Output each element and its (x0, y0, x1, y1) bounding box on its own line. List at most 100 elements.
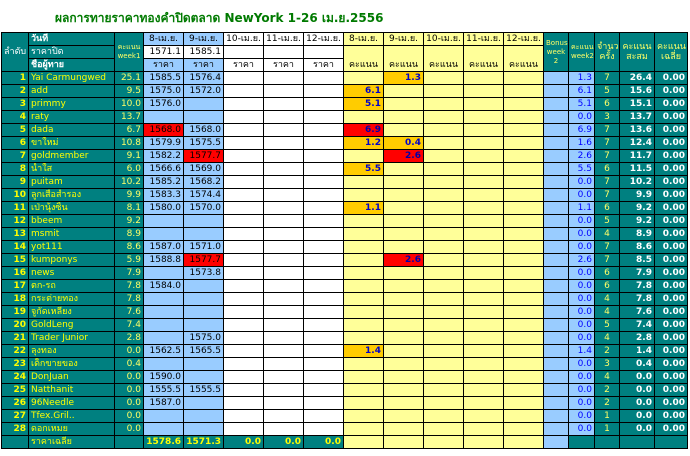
count-cell: 3 (594, 357, 620, 371)
score-day-1 (343, 383, 384, 397)
total-score: 2.8 (619, 331, 655, 345)
price-day-2: 1574.4 (183, 188, 224, 202)
footer-avg-5: 0.0 (303, 435, 344, 449)
price-day-5 (303, 136, 344, 150)
score-day-4 (463, 110, 504, 124)
avg-score: 0.00 (654, 266, 688, 280)
bonus-cell (543, 214, 569, 228)
total-score: 15.1 (619, 97, 655, 111)
rank-cell: 13 (1, 227, 29, 241)
score-day-5 (503, 318, 544, 332)
score-day-1 (343, 370, 384, 384)
score-day-5 (503, 279, 544, 293)
price-day-2: 1573.8 (183, 266, 224, 280)
footer-score-5 (503, 435, 544, 449)
footer-avg-1: 1578.6 (143, 435, 184, 449)
price-day-5 (303, 370, 344, 384)
total-score: 15.6 (619, 84, 655, 98)
score-day-4 (463, 71, 504, 85)
score-day-4 (463, 253, 504, 267)
count-cell: 1 (594, 409, 620, 423)
price-day-1: 1585.5 (143, 71, 184, 85)
total-score: 7.9 (619, 266, 655, 280)
price-day-4 (263, 188, 304, 202)
count-cell: 7 (594, 188, 620, 202)
count-cell: 4 (594, 227, 620, 241)
price-label-5: ราคา (303, 58, 344, 72)
score-day-5 (503, 136, 544, 150)
week2-score: 2.6 (568, 253, 595, 267)
score-day-5 (503, 357, 544, 371)
price-day-4 (263, 409, 304, 423)
price-day-1 (143, 292, 184, 306)
score-day-3 (423, 370, 464, 384)
score-day-3 (423, 344, 464, 358)
score-day-3 (423, 71, 464, 85)
price-day-4 (263, 396, 304, 410)
week1-score: 2.8 (114, 331, 144, 345)
total-score: 11.7 (619, 149, 655, 163)
price-day-4 (263, 227, 304, 241)
total-score: 1.4 (619, 344, 655, 358)
price-day-2: 1575.0 (183, 331, 224, 345)
week2-score: 0.0 (568, 305, 595, 319)
price-day-3 (223, 227, 264, 241)
member-name: Trader Junior (28, 331, 115, 345)
price-day-3 (223, 409, 264, 423)
price-day-4 (263, 318, 304, 332)
price-day-3 (223, 71, 264, 85)
score-day-3 (423, 214, 464, 228)
count-cell: 5 (594, 84, 620, 98)
table-row: 12 bbeem 9.2 0.0 5 9.2 0.00 (1, 214, 688, 228)
price-day-2: 1569.0 (183, 162, 224, 176)
score-day-1 (343, 71, 384, 85)
week1-score: 0.0 (114, 422, 144, 436)
score-day-3 (423, 357, 464, 371)
score-date-4: 11-เม.ย. (463, 32, 504, 46)
price-day-4 (263, 201, 304, 215)
table-row: 3 primmy 10.0 1576.0 5.1 5.1 6 15.1 0.00 (1, 97, 688, 111)
score-day-4 (463, 292, 504, 306)
price-day-4 (263, 175, 304, 189)
count-cell: 5 (594, 214, 620, 228)
bonus-cell (543, 71, 569, 85)
member-name: ขาใหม่ (28, 136, 115, 150)
bonus-cell (543, 396, 569, 410)
score-day-4 (463, 201, 504, 215)
score-day-3 (423, 396, 464, 410)
avg-score: 0.00 (654, 71, 688, 85)
table-row: 14 yot111 8.6 1587.0 1571.0 0.0 7 8.6 0.00 (1, 240, 688, 254)
score-day-3 (423, 175, 464, 189)
table-row: 20 GoldLeng 7.4 0.0 5 7.4 0.00 (1, 318, 688, 332)
avg-score: 0.00 (654, 279, 688, 293)
score-day-5 (503, 71, 544, 85)
price-day-3 (223, 370, 264, 384)
price-day-5 (303, 279, 344, 293)
rank-cell: 25 (1, 383, 29, 397)
price-day-2 (183, 110, 224, 124)
week1-score: 0.0 (114, 383, 144, 397)
footer-bonus (543, 435, 569, 449)
score-day-2 (383, 383, 424, 397)
member-name: เป่านุ้งซิ้น (28, 201, 115, 215)
price-day-3 (223, 136, 264, 150)
avg-score: 0.00 (654, 149, 688, 163)
total-score: 9.9 (619, 188, 655, 202)
bonus-cell (543, 84, 569, 98)
score-day-3 (423, 409, 464, 423)
score-day-5 (503, 396, 544, 410)
price-day-1 (143, 422, 184, 436)
avg-score: 0.00 (654, 136, 688, 150)
footer-week2 (568, 435, 595, 449)
week2-score: 6.1 (568, 84, 595, 98)
count-cell: 4 (594, 370, 620, 384)
rank-cell: 28 (1, 422, 29, 436)
price-day-5 (303, 84, 344, 98)
week2-score: 0.0 (568, 383, 595, 397)
member-name: Natthanit (28, 383, 115, 397)
member-name: dada (28, 123, 115, 137)
table-row: 2 add 9.5 1575.0 1572.0 6.1 6.1 5 15.6 0.00 (1, 84, 688, 98)
week1-score: 10.8 (114, 136, 144, 150)
price-day-5 (303, 188, 344, 202)
score-day-5 (503, 409, 544, 423)
